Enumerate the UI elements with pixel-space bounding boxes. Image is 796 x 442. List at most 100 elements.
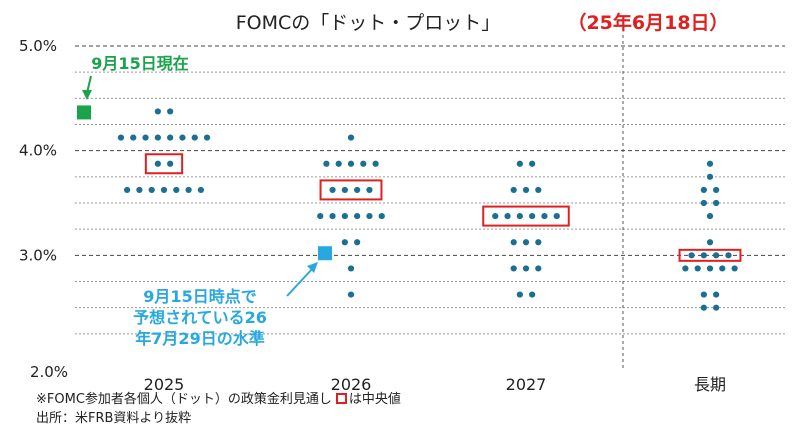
category-label: 2025 xyxy=(144,375,185,394)
median-box xyxy=(678,248,742,262)
dot xyxy=(516,212,523,220)
dot xyxy=(706,239,714,246)
median-box xyxy=(144,153,184,175)
dot xyxy=(179,134,186,141)
dot xyxy=(522,186,530,194)
dot xyxy=(713,199,720,207)
current-rate-arrow-head xyxy=(82,90,92,100)
dot xyxy=(354,186,361,194)
dot xyxy=(694,265,701,272)
chart-title: FOMCの「ドット・プロット」 xyxy=(236,12,501,34)
dot xyxy=(347,265,355,272)
dot xyxy=(341,186,348,194)
dot xyxy=(354,239,361,246)
dot xyxy=(700,291,707,298)
dot xyxy=(529,212,536,220)
dot xyxy=(529,291,536,298)
dot xyxy=(706,160,714,167)
dot xyxy=(713,186,720,194)
dot xyxy=(378,212,385,220)
dot xyxy=(142,134,149,141)
current-rate-marker xyxy=(77,105,91,120)
dot xyxy=(553,212,560,220)
dot xyxy=(516,291,523,298)
dot xyxy=(167,108,174,115)
dot xyxy=(700,304,707,311)
dot xyxy=(535,265,542,272)
y-tick-label: 5.0% xyxy=(19,37,57,55)
y-tick-label: 4.0% xyxy=(19,142,57,160)
dot xyxy=(197,186,204,194)
category-label: 2026 xyxy=(331,375,372,394)
dot xyxy=(360,160,367,167)
dot xyxy=(354,212,361,220)
footnote-source: 出所：米FRB資料より抜粋 xyxy=(36,411,192,426)
dots xyxy=(117,108,738,311)
footnote-1: ※FOMC参加者各個人（ドット）の政策金利見通し は中央値 xyxy=(36,388,401,407)
expectation-label-line: 年7月29日の水準 xyxy=(135,329,264,348)
dot xyxy=(136,186,143,194)
category-label: 長期 xyxy=(694,375,726,394)
median-box xyxy=(482,205,570,227)
dot xyxy=(117,134,125,141)
dot xyxy=(366,186,373,194)
median-box xyxy=(319,179,383,201)
dot xyxy=(510,239,517,246)
expectation-arrow-head xyxy=(307,262,318,273)
dot xyxy=(347,134,355,141)
dot xyxy=(191,134,198,141)
dot xyxy=(510,186,517,194)
dot xyxy=(713,304,720,311)
dot xyxy=(719,265,726,272)
dot xyxy=(341,212,348,220)
dot xyxy=(522,265,530,272)
dot xyxy=(700,199,707,207)
dot xyxy=(341,239,348,246)
dot xyxy=(688,252,695,259)
dot xyxy=(167,134,174,141)
footnote-1-text: ※FOMC参加者各個人（ドット）の政策金利見通し xyxy=(36,392,332,407)
dot xyxy=(124,186,131,194)
expectation-label-line: 9月15日時点で xyxy=(143,287,256,306)
dot xyxy=(167,160,174,167)
dot xyxy=(173,186,180,194)
expectation-label-line: 予想されている26 xyxy=(133,308,267,327)
dot xyxy=(323,160,330,167)
median-boxes xyxy=(144,153,742,262)
dot xyxy=(185,186,192,194)
dot xyxy=(504,212,511,220)
current-rate-label: 9月15日現在 xyxy=(91,54,188,73)
dot xyxy=(700,252,707,259)
dot xyxy=(510,265,517,272)
dot xyxy=(713,252,720,259)
dot xyxy=(682,265,689,272)
dot xyxy=(366,212,373,220)
y-tick-label: 2.0% xyxy=(30,363,68,381)
dot xyxy=(160,186,168,194)
expectation-marker xyxy=(318,246,332,261)
dot xyxy=(529,160,536,167)
y-tick-labels: 2.0% 3.0% 4.0% 5.0% xyxy=(19,37,68,381)
dot xyxy=(706,212,714,220)
dot xyxy=(492,212,499,220)
category-label: 2027 xyxy=(506,375,547,394)
dot xyxy=(148,186,155,194)
dot xyxy=(535,186,542,194)
gridlines xyxy=(75,45,785,335)
dot xyxy=(372,160,379,167)
dot xyxy=(535,239,542,246)
dot xyxy=(347,291,355,298)
y-tick-label: 3.0% xyxy=(19,246,57,264)
dot xyxy=(700,186,707,194)
dot xyxy=(317,212,324,220)
dot xyxy=(154,160,161,167)
footnote-1-key: は中央値 xyxy=(348,392,401,407)
dot xyxy=(725,252,732,259)
dot xyxy=(154,108,161,115)
dot xyxy=(706,265,714,272)
dot xyxy=(516,160,523,167)
dot xyxy=(713,291,720,298)
dot xyxy=(541,212,548,220)
